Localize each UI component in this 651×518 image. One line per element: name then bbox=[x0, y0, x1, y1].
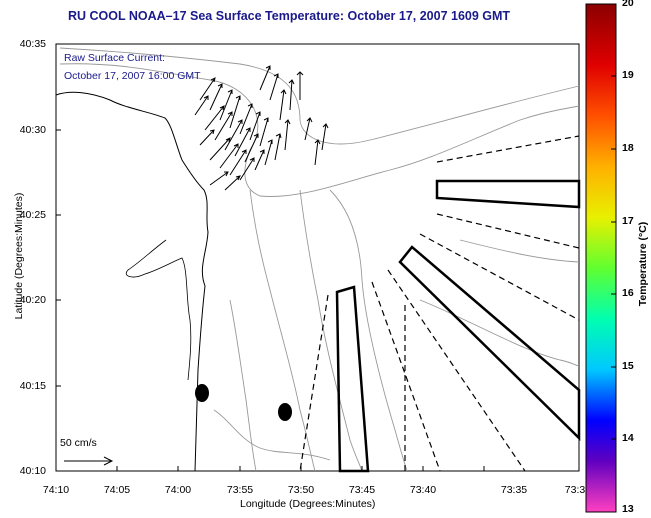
x-tick-label: 73:35 bbox=[500, 484, 528, 496]
mooring-marker bbox=[195, 384, 209, 402]
x-tick-label: 73:40 bbox=[409, 484, 437, 496]
colorbar-tick-label: 19 bbox=[622, 69, 634, 81]
x-tick-label: 74:10 bbox=[42, 484, 70, 496]
colorbar-tick-label: 16 bbox=[622, 287, 634, 299]
surface-current-vectors bbox=[194, 65, 329, 191]
y-axis-label: Latitude (Degrees:Minutes) bbox=[13, 192, 25, 320]
colorbar-tick-label: 13 bbox=[622, 503, 634, 515]
x-tick-label: 73:3 bbox=[564, 484, 586, 496]
scale-arrow bbox=[64, 456, 114, 466]
y-tick-label: 40:25 bbox=[19, 209, 46, 221]
colorbar-tick-label: 15 bbox=[622, 360, 634, 372]
x-tick-label: 73:55 bbox=[226, 484, 254, 496]
colorbar-tick-label: 20 bbox=[622, 0, 634, 9]
coastline-inner bbox=[125, 239, 192, 381]
dashed-lines bbox=[299, 135, 580, 472]
y-tick-label: 40:20 bbox=[19, 294, 46, 306]
scale-label: 50 cm/s bbox=[60, 437, 97, 449]
figure-title: RU COOL NOAA–17 Sea Surface Temperature:… bbox=[68, 9, 511, 23]
bathymetry-contours bbox=[59, 47, 580, 472]
current-legend-line1: Raw Surface Current: bbox=[64, 52, 165, 64]
bold-polygons bbox=[335, 179, 581, 473]
x-tick-label: 73:50 bbox=[287, 484, 315, 496]
x-tick-label: 74:00 bbox=[164, 484, 192, 496]
colorbar-tick-label: 17 bbox=[622, 215, 634, 227]
colorbar-tick-label: 18 bbox=[622, 142, 634, 154]
y-tick-label: 40:35 bbox=[19, 38, 46, 50]
plot-frame bbox=[55, 43, 580, 472]
y-tick-label: 40:10 bbox=[19, 465, 46, 477]
mooring-marker bbox=[278, 403, 292, 421]
x-axis-label: Longitude (Degrees:Minutes) bbox=[240, 498, 376, 510]
colorbar-tick-label: 14 bbox=[622, 432, 634, 444]
x-tick-label: 73:45 bbox=[348, 484, 376, 496]
tick-marks bbox=[55, 43, 485, 472]
coastline bbox=[55, 91, 209, 472]
colorbar-ticks bbox=[611, 3, 616, 513]
colorbar-label: Temperature (°C) bbox=[637, 221, 649, 307]
current-legend-line2: October 17, 2007 16:00 GMT bbox=[64, 70, 201, 82]
colorbar bbox=[585, 3, 617, 513]
y-tick-label: 40:30 bbox=[19, 124, 46, 136]
x-tick-label: 74:05 bbox=[103, 484, 131, 496]
y-tick-label: 40:15 bbox=[19, 380, 46, 392]
